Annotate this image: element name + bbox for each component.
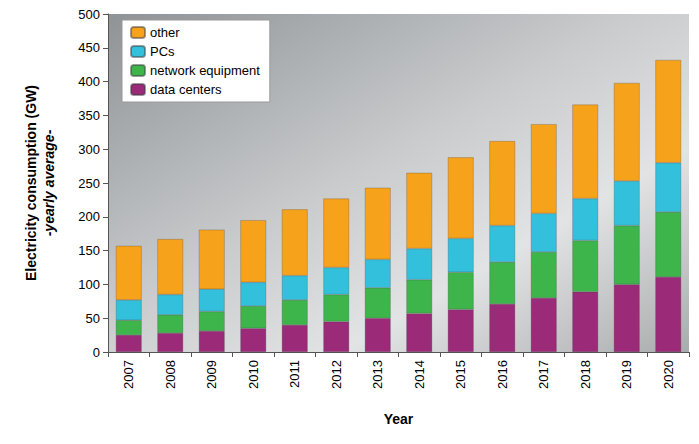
svg-text:300: 300 [78, 142, 100, 157]
svg-text:2018: 2018 [578, 360, 593, 389]
svg-text:50: 50 [86, 311, 100, 326]
svg-text:Electricity consumption (GW): Electricity consumption (GW) [23, 85, 39, 281]
svg-text:Year: Year [384, 411, 414, 427]
svg-text:200: 200 [78, 209, 100, 224]
svg-text:network equipment: network equipment [150, 63, 260, 78]
svg-text:data centers: data centers [150, 82, 222, 97]
svg-text:2017: 2017 [536, 360, 551, 389]
svg-text:2009: 2009 [204, 360, 219, 389]
svg-text:400: 400 [78, 74, 100, 89]
svg-text:350: 350 [78, 108, 100, 123]
svg-text:-yearly average-: -yearly average- [41, 129, 57, 236]
svg-text:2011: 2011 [287, 360, 302, 388]
svg-text:2008: 2008 [163, 360, 178, 389]
svg-text:2010: 2010 [246, 360, 261, 389]
svg-text:2019: 2019 [619, 360, 634, 389]
svg-text:2012: 2012 [329, 360, 344, 389]
svg-text:150: 150 [78, 243, 100, 258]
svg-text:2016: 2016 [495, 360, 510, 389]
svg-text:250: 250 [78, 176, 100, 191]
svg-text:other: other [150, 25, 180, 40]
svg-text:100: 100 [78, 277, 100, 292]
svg-text:2015: 2015 [453, 360, 468, 389]
svg-text:0: 0 [93, 345, 100, 360]
svg-text:2007: 2007 [121, 360, 136, 389]
svg-text:2020: 2020 [661, 360, 676, 389]
svg-text:2014: 2014 [412, 360, 427, 389]
svg-text:2013: 2013 [370, 360, 385, 389]
svg-text:PCs: PCs [150, 44, 175, 59]
svg-text:450: 450 [78, 40, 100, 55]
svg-text:500: 500 [78, 7, 100, 22]
